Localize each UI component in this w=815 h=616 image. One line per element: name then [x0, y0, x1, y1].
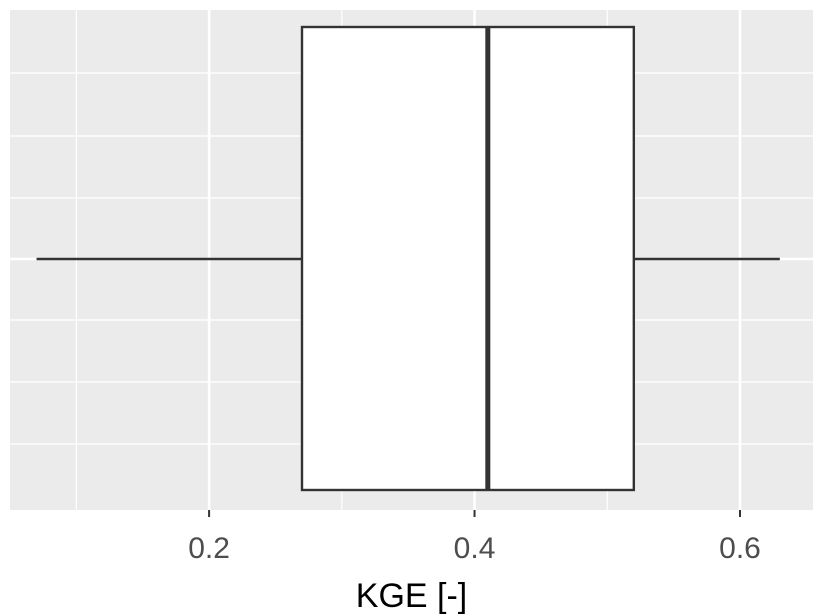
box-marks	[36, 25, 780, 492]
box-iqr	[300, 25, 636, 492]
x-axis-title: KGE [-]	[356, 577, 467, 615]
x-tick-label: 0.4	[454, 532, 496, 565]
x-tick-label: 0.2	[188, 532, 230, 565]
x-tick-label: 0.6	[719, 532, 761, 565]
x-axis: 0.2 0.4 0.6	[188, 510, 761, 565]
